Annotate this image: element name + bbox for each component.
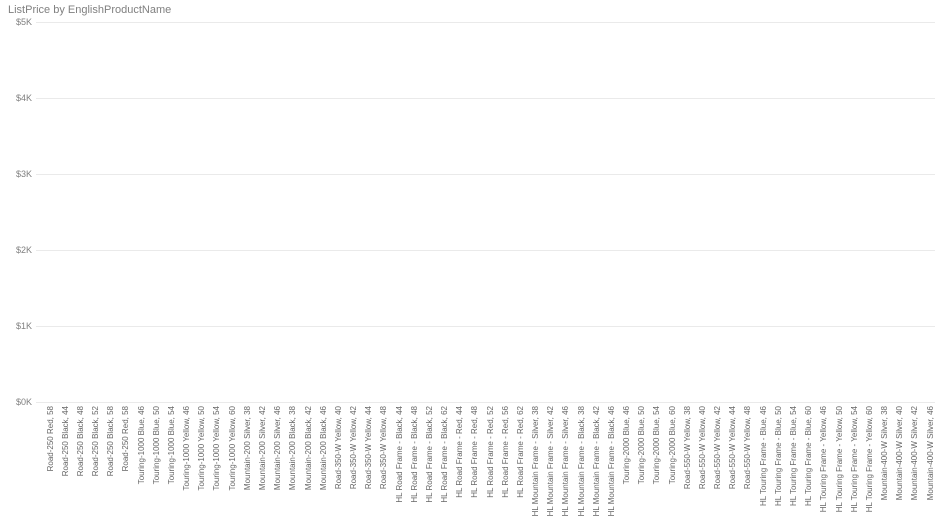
x-label-column: HL Mountain Frame - Black, 42: [585, 404, 598, 508]
x-label-column: Road-250 Red, 58: [39, 404, 52, 508]
chart-title: ListPrice by EnglishProductName: [8, 4, 171, 16]
x-label-column: Touring-1000 Yellow, 60: [221, 404, 234, 508]
x-label-column: Road-550-W Yellow, 44: [722, 404, 735, 508]
x-label-column: HL Mountain Frame - Silver, 46: [555, 404, 568, 508]
x-label-column: HL Road Frame - Black, 44: [388, 404, 401, 508]
x-tick-label: Mountain-400-W Silver, 46: [926, 406, 935, 500]
x-label-column: Touring-1000 Blue, 46: [130, 404, 143, 508]
x-label-column: HL Touring Frame - Yellow, 60: [858, 404, 871, 508]
x-label-column: HL Touring Frame - Yellow, 54: [843, 404, 856, 508]
x-label-column: Road-550-W Yellow, 40: [691, 404, 704, 508]
x-label-column: Road-350-W Yellow, 44: [358, 404, 371, 508]
y-tick-label: $4K: [16, 93, 32, 103]
x-label-column: Road-550-W Yellow, 42: [707, 404, 720, 508]
x-label-column: Touring-1000 Blue, 50: [145, 404, 158, 508]
x-label-column: Touring-1000 Blue, 54: [160, 404, 173, 508]
x-label-column: Road-250 Black, 52: [85, 404, 98, 508]
x-label-column: HL Mountain Frame - Black, 46: [600, 404, 613, 508]
x-label-column: Road-350-W Yellow, 42: [342, 404, 355, 508]
y-tick-label: $5K: [16, 17, 32, 27]
x-label-column: HL Touring Frame - Yellow, 50: [828, 404, 841, 508]
x-label-column: Mountain-400-W Silver, 38: [873, 404, 886, 508]
x-label-column: Mountain-400-W Silver, 42: [904, 404, 917, 508]
x-label-column: HL Touring Frame - Blue, 60: [798, 404, 811, 508]
x-label-column: Road-550-W Yellow, 38: [676, 404, 689, 508]
x-label-column: Road-350-W Yellow, 40: [327, 404, 340, 508]
x-label-column: Mountain-200 Black, 46: [312, 404, 325, 508]
x-label-column: HL Road Frame - Red, 48: [464, 404, 477, 508]
x-label-column: HL Road Frame - Red, 62: [509, 404, 522, 508]
x-label-column: Touring-1000 Yellow, 46: [176, 404, 189, 508]
y-axis: $0K$1K$2K$3K$4K$5K: [8, 22, 34, 402]
y-tick-label: $3K: [16, 169, 32, 179]
x-label-column: Road-250 Black, 58: [100, 404, 113, 508]
x-label-column: Mountain-200 Black, 38: [282, 404, 295, 508]
x-label-column: Touring-2000 Blue, 50: [631, 404, 644, 508]
x-label-column: Road-250 Black, 48: [69, 404, 82, 508]
x-label-column: Mountain-200 Silver, 38: [236, 404, 249, 508]
x-label-column: Road-250 Red, 58: [115, 404, 128, 508]
x-label-column: Mountain-200 Silver, 42: [251, 404, 264, 508]
x-label-column: HL Mountain Frame - Black, 38: [570, 404, 583, 508]
x-label-column: HL Touring Frame - Yellow, 46: [813, 404, 826, 508]
x-label-column: HL Touring Frame - Blue, 50: [767, 404, 780, 508]
x-label-column: Road-350-W Yellow, 48: [373, 404, 386, 508]
x-label-column: HL Mountain Frame - Silver, 42: [540, 404, 553, 508]
x-label-column: Touring-2000 Blue, 46: [616, 404, 629, 508]
x-label-column: Road-550-W Yellow, 48: [737, 404, 750, 508]
x-label-column: HL Road Frame - Black, 52: [418, 404, 431, 508]
x-label-column: Touring-2000 Blue, 54: [646, 404, 659, 508]
x-label-column: Touring-1000 Yellow, 54: [206, 404, 219, 508]
y-tick-label: $2K: [16, 245, 32, 255]
x-label-column: Touring-1000 Yellow, 50: [191, 404, 204, 508]
x-label-column: Mountain-400-W Silver, 46: [919, 404, 932, 508]
x-axis: Road-250 Red, 58Road-250 Black, 44Road-2…: [36, 404, 935, 508]
x-label-column: HL Touring Frame - Blue, 46: [752, 404, 765, 508]
x-label-column: HL Road Frame - Red, 56: [494, 404, 507, 508]
plot-area: [36, 22, 935, 402]
chart-container: $0K$1K$2K$3K$4K$5K Road-250 Red, 58Road-…: [8, 22, 935, 508]
x-label-column: HL Road Frame - Red, 44: [449, 404, 462, 508]
x-label-column: Mountain-400-W Silver, 40: [889, 404, 902, 508]
gridline: [36, 402, 935, 403]
x-label-column: Mountain-200 Silver, 46: [267, 404, 280, 508]
x-label-column: HL Mountain Frame - Silver, 38: [525, 404, 538, 508]
x-label-column: HL Road Frame - Red, 52: [479, 404, 492, 508]
x-label-column: Mountain-200 Black, 42: [297, 404, 310, 508]
x-label-column: HL Touring Frame - Blue, 54: [782, 404, 795, 508]
y-tick-label: $0K: [16, 397, 32, 407]
x-label-column: HL Road Frame - Black, 62: [433, 404, 446, 508]
x-label-column: HL Road Frame - Black, 48: [403, 404, 416, 508]
x-label-column: Road-250 Black, 44: [54, 404, 67, 508]
x-label-column: Touring-2000 Blue, 60: [661, 404, 674, 508]
bars-container: [36, 22, 935, 402]
y-tick-label: $1K: [16, 321, 32, 331]
